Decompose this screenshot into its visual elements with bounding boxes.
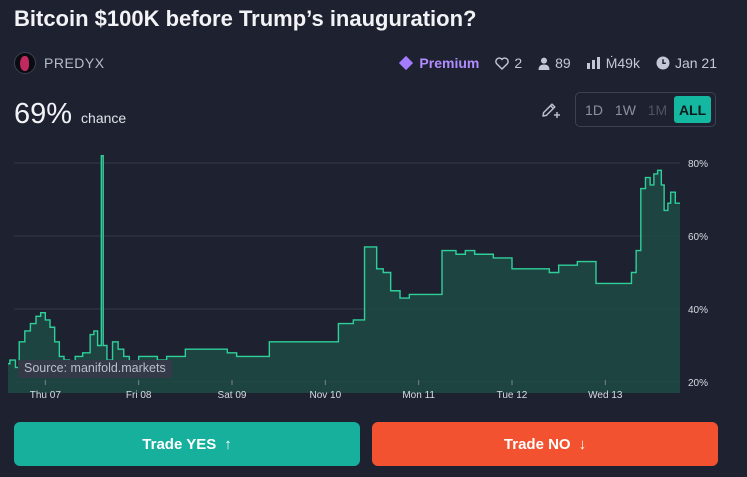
volume-value: Ṁ49k: [605, 55, 640, 71]
probability-value: 69%: [14, 98, 73, 130]
traders-count: 89: [555, 55, 571, 71]
chart-area: [8, 155, 680, 393]
trade-yes-label: Trade YES: [142, 435, 217, 453]
avatar[interactable]: [14, 52, 36, 74]
likes-count: 2: [514, 55, 523, 71]
x-tick-label: Nov 10: [309, 390, 341, 401]
traders-stat[interactable]: 89: [538, 55, 571, 71]
diamond-icon: [399, 55, 414, 71]
x-tick-label: Mon 11: [402, 390, 435, 401]
x-tick-label: Wed 13: [588, 390, 623, 401]
x-tick-label: Fri 08: [126, 390, 152, 401]
author-name[interactable]: PREDYX: [44, 55, 105, 71]
trade-yes-button[interactable]: Trade YES ↑: [14, 422, 360, 466]
y-tick-label: 80%: [688, 159, 708, 170]
like-button[interactable]: 2: [495, 55, 522, 71]
arrow-up-icon: ↑: [224, 435, 232, 453]
range-1m-button[interactable]: 1M: [647, 101, 668, 118]
pencil-plus-icon[interactable]: [541, 101, 561, 124]
probability-label: chance: [81, 110, 127, 126]
x-tick-label: Tue 12: [497, 390, 528, 401]
trade-no-button[interactable]: Trade NO ↓: [372, 422, 718, 466]
premium-label: Premium: [419, 55, 480, 71]
premium-badge[interactable]: Premium: [399, 55, 480, 71]
bar-chart-icon: [586, 57, 601, 69]
user-icon: [538, 57, 550, 70]
close-date: Jan 21: [674, 55, 717, 71]
probability-display: 69% chance: [14, 98, 126, 131]
market-stats: Premium 2 89 Ṁ49k Jan 21: [399, 55, 717, 71]
x-tick-label: Sat 09: [218, 390, 247, 401]
volume-stat: Ṁ49k: [586, 55, 640, 71]
y-tick-label: 20%: [688, 378, 708, 389]
time-range-selector: 1D 1W 1M ALL: [575, 92, 716, 127]
author-link[interactable]: PREDYX: [14, 52, 105, 74]
y-tick-label: 40%: [688, 305, 708, 316]
range-1w-button[interactable]: 1W: [614, 101, 636, 118]
range-all-button[interactable]: ALL: [674, 96, 712, 123]
y-tick-label: 60%: [688, 232, 708, 243]
source-label: Source: manifold.markets: [18, 360, 172, 378]
close-date-stat: Jan 21: [656, 55, 717, 71]
x-tick-label: Thu 07: [30, 390, 62, 401]
heart-icon: [495, 56, 510, 70]
trade-no-label: Trade NO: [503, 435, 571, 453]
market-title: Bitcoin $100K before Trump’s inauguratio…: [14, 6, 477, 31]
range-1d-button[interactable]: 1D: [585, 101, 603, 118]
arrow-down-icon: ↓: [578, 435, 587, 453]
market-meta-row: PREDYX Premium 2 89 Ṁ49k: [14, 50, 717, 76]
clock-icon: [656, 56, 670, 70]
